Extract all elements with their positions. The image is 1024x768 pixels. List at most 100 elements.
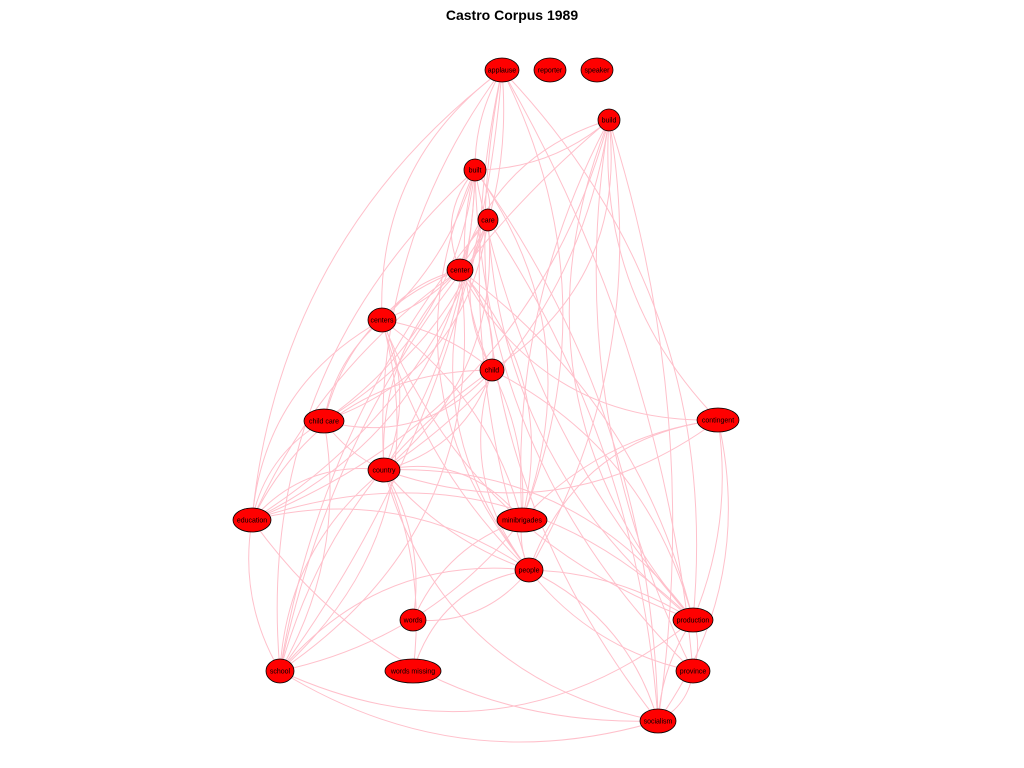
edge-built-people — [437, 169, 530, 571]
node-label: built — [469, 168, 482, 175]
edge-build-province — [595, 119, 694, 672]
node-ellipse[interactable] — [399, 608, 427, 632]
node-ellipse[interactable] — [696, 407, 740, 433]
node-label: country — [373, 468, 396, 475]
node-care[interactable]: care — [477, 208, 499, 232]
node-production[interactable]: production — [672, 607, 714, 633]
edge-applause-school — [279, 69, 503, 672]
node-label: contingent — [702, 418, 734, 425]
edge-build-child — [491, 119, 612, 371]
edge-country-production — [383, 469, 694, 621]
node-built[interactable]: built — [463, 158, 487, 182]
edge-education-school — [248, 519, 281, 672]
node-label: production — [677, 618, 710, 625]
node-minibrigades[interactable]: minibrigades — [496, 507, 548, 533]
node-label: applause — [488, 68, 517, 75]
node-speaker[interactable]: speaker — [580, 57, 614, 83]
edge-care-country — [383, 219, 491, 471]
node-ellipse[interactable] — [384, 658, 442, 684]
node-ellipse[interactable] — [367, 307, 397, 333]
node-contingent[interactable]: contingent — [696, 407, 740, 433]
node-ellipse[interactable] — [484, 57, 520, 83]
node-ellipse[interactable] — [597, 108, 621, 132]
edge-center-production — [459, 269, 694, 621]
edge-applause-minibrigades — [501, 69, 564, 521]
node-ellipse[interactable] — [675, 658, 711, 684]
node-child[interactable]: child — [479, 358, 505, 382]
edge-education-people — [251, 508, 530, 571]
node-school[interactable]: school — [265, 658, 295, 684]
edge-care-production — [487, 219, 694, 621]
node-ellipse[interactable] — [265, 658, 295, 684]
edge-country-words_missing — [383, 469, 417, 672]
node-label: socialism — [644, 719, 673, 726]
node-ellipse[interactable] — [232, 507, 272, 533]
node-applause[interactable]: applause — [484, 57, 520, 83]
node-centers[interactable]: centers — [367, 307, 397, 333]
edge-built-child_care — [323, 169, 476, 422]
edge-country-school — [279, 469, 385, 672]
node-child_care[interactable]: child care — [303, 408, 345, 434]
edge-applause-education — [251, 69, 503, 521]
node-ellipse[interactable] — [446, 258, 474, 282]
node-socialism[interactable]: socialism — [639, 708, 677, 734]
edge-child-school — [279, 369, 493, 672]
node-education[interactable]: education — [232, 507, 272, 533]
edge-applause-production — [501, 69, 698, 621]
edge-people-school — [279, 567, 530, 672]
edge-contingent-socialism — [657, 419, 729, 722]
node-ellipse[interactable] — [463, 158, 487, 182]
node-center[interactable]: center — [446, 258, 474, 282]
node-label: school — [270, 669, 291, 676]
node-ellipse[interactable] — [479, 358, 505, 382]
node-ellipse[interactable] — [514, 557, 544, 583]
edge-child-production — [491, 369, 694, 621]
node-words_missing[interactable]: words missing — [384, 658, 442, 684]
edge-child-minibrigades — [491, 369, 524, 521]
node-reporter[interactable]: reporter — [533, 57, 567, 83]
edge-production-school — [279, 619, 694, 713]
node-label: build — [602, 118, 617, 125]
edge-build-school — [279, 119, 610, 672]
edge-built-education — [251, 169, 476, 521]
edge-center-minibrigades — [459, 269, 532, 521]
edge-layer — [248, 69, 729, 743]
edge-applause-country — [382, 69, 503, 471]
node-layer: applause reporter speaker build built care cen… — [232, 57, 740, 734]
edge-build-built — [474, 119, 610, 171]
node-ellipse[interactable] — [639, 708, 677, 734]
node-label: province — [680, 669, 707, 676]
node-ellipse[interactable] — [672, 607, 714, 633]
edge-applause-built — [474, 69, 503, 171]
node-label: centers — [371, 318, 394, 325]
node-build[interactable]: build — [597, 108, 621, 132]
node-label: speaker — [585, 68, 611, 75]
node-country[interactable]: country — [367, 457, 401, 483]
edge-center-country — [383, 269, 461, 471]
edge-built-socialism — [474, 169, 659, 722]
edge-build-education — [251, 119, 610, 521]
edge-centers-education — [251, 319, 383, 521]
edge-built-center — [450, 169, 476, 271]
edge-built-centers — [381, 169, 476, 321]
node-words[interactable]: words — [399, 608, 427, 632]
node-ellipse[interactable] — [533, 57, 567, 83]
edge-applause-people — [478, 69, 530, 571]
edge-centers-child_care — [323, 319, 383, 422]
edge-care-socialism — [487, 219, 659, 722]
edge-child-child_care — [323, 369, 493, 429]
edge-center-school — [279, 269, 466, 672]
node-ellipse[interactable] — [477, 208, 499, 232]
node-label: words missing — [390, 669, 435, 676]
edge-built-production — [474, 169, 694, 621]
edge-built-school — [276, 169, 476, 672]
node-ellipse[interactable] — [367, 457, 401, 483]
node-ellipse[interactable] — [303, 408, 345, 434]
edge-child-country — [383, 369, 493, 471]
node-province[interactable]: province — [675, 658, 711, 684]
node-people[interactable]: people — [514, 557, 544, 583]
node-ellipse[interactable] — [580, 57, 614, 83]
edge-build-production — [568, 119, 694, 621]
node-ellipse[interactable] — [496, 507, 548, 533]
edge-care-child_care — [323, 219, 489, 422]
